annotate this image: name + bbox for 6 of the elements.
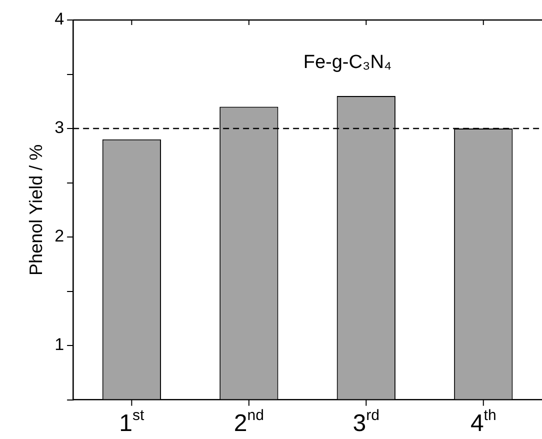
- annotation: Fe-g-C₃N₄: [303, 52, 392, 73]
- y-tick-label: 1: [54, 335, 64, 354]
- y-tick-label: 4: [54, 10, 64, 29]
- y-tick-label: 2: [54, 226, 64, 246]
- y-axis-title: Phenol Yield / %: [26, 144, 46, 276]
- y-tick-label: 3: [54, 118, 64, 138]
